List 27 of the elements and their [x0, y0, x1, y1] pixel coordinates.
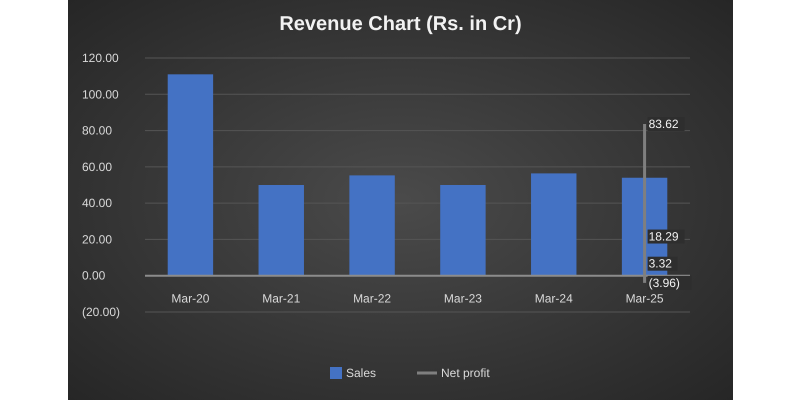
- x-tick-label: Mar-24: [534, 292, 574, 306]
- y-tick-label: 60.00: [82, 160, 112, 174]
- data-label: (3.96): [648, 276, 680, 290]
- data-label: 18.29: [648, 230, 679, 244]
- bar: [258, 185, 304, 276]
- chart-title: Revenue Chart (Rs. in Cr): [279, 13, 522, 35]
- x-tick-label: Mar-25: [626, 292, 664, 306]
- bar: [168, 74, 214, 276]
- x-tick-label: Mar-21: [262, 292, 301, 306]
- y-tick-label: 0.00: [82, 268, 106, 283]
- y-tick-label: 100.00: [82, 87, 120, 102]
- bar: [531, 173, 576, 276]
- data-label: 83.62: [648, 117, 679, 132]
- x-tick-label: Mar-20: [171, 292, 210, 306]
- y-tick-label: 80.00: [82, 124, 112, 138]
- bar: [349, 175, 395, 276]
- y-tick-label: 20.00: [82, 232, 112, 246]
- line-series: [643, 122, 646, 284]
- bar: [440, 185, 486, 276]
- x-tick-label: Mar-23: [444, 292, 482, 306]
- legend-label: Net profit: [441, 366, 490, 380]
- y-tick-label: 40.00: [82, 196, 112, 210]
- y-tick-label: (20.00): [82, 305, 120, 319]
- data-label: 3.32: [648, 256, 672, 271]
- x-tick-label: Mar-22: [353, 292, 392, 306]
- legend-label: Sales: [346, 366, 376, 380]
- y-tick-label: 120.00: [82, 51, 120, 65]
